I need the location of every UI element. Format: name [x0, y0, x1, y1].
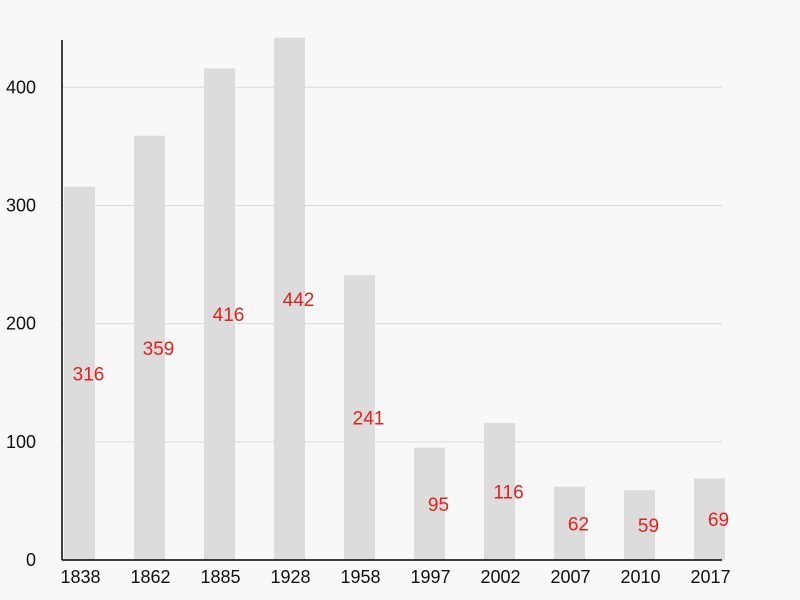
x-tick-label: 1958 — [340, 567, 380, 587]
bar-1885 — [204, 68, 235, 560]
y-tick-labels: 0 100 200 300 400 — [6, 77, 36, 570]
y-tick-label: 300 — [6, 195, 36, 215]
bar-1838 — [64, 186, 95, 560]
bar-2010 — [624, 490, 655, 560]
x-tick-label: 1885 — [200, 567, 240, 587]
data-label: 62 — [568, 514, 589, 535]
bar-1958 — [344, 275, 375, 560]
x-tick-label: 1838 — [60, 567, 100, 587]
x-tick-label: 2017 — [690, 567, 730, 587]
axes — [61, 40, 722, 561]
data-label: 416 — [213, 305, 245, 326]
data-labels: 316 359 416 442 241 95 116 62 59 69 — [73, 290, 729, 537]
bar-1928 — [274, 37, 305, 561]
x-tick-labels: 1838 1862 1885 1928 1958 1997 2002 2007 2010 2017 — [60, 567, 730, 587]
data-label: 116 — [493, 482, 523, 503]
x-tick-label: 1928 — [270, 567, 310, 587]
y-tick-label: 0 — [26, 550, 36, 570]
x-tick-label: 2002 — [480, 567, 520, 587]
bar-1862 — [134, 135, 165, 560]
data-label: 241 — [353, 409, 385, 430]
data-label: 442 — [283, 290, 315, 311]
y-tick-label: 100 — [6, 432, 36, 452]
x-tick-label: 1862 — [130, 567, 170, 587]
x-tick-label: 1997 — [410, 567, 450, 587]
bar-2002 — [484, 422, 515, 560]
bar-2007 — [554, 486, 585, 560]
y-tick-label: 200 — [6, 314, 36, 334]
x-tick-label: 2010 — [620, 567, 660, 587]
grid-lines — [62, 86, 722, 443]
y-tick-label: 400 — [6, 77, 36, 97]
data-label: 95 — [428, 495, 449, 516]
bar-1997 — [414, 447, 445, 560]
data-label: 359 — [143, 339, 175, 360]
bar-2017 — [694, 478, 725, 560]
bars — [64, 37, 725, 561]
data-label: 316 — [73, 364, 105, 385]
data-label: 59 — [638, 516, 659, 537]
x-tick-label: 2007 — [550, 567, 590, 587]
data-label: 69 — [708, 510, 729, 531]
